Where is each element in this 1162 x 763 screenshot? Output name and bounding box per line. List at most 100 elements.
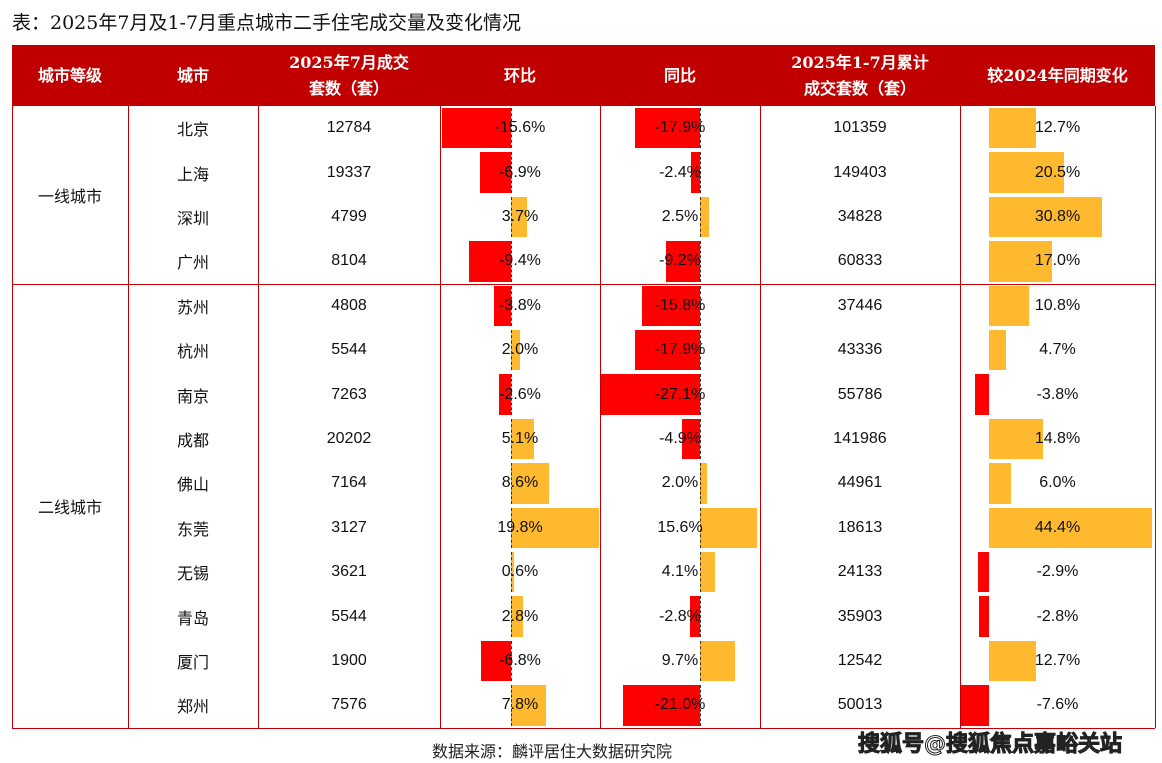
mom-value: -9.4% [499, 252, 541, 270]
cumulative-count: 35903 [837, 607, 883, 625]
yoy-bar [623, 685, 700, 726]
city-name: 成都 [176, 430, 209, 450]
mom-value: -2.6% [499, 385, 541, 403]
yoy-value: -17.9% [654, 341, 706, 359]
mom-bar [511, 418, 534, 460]
chg-value: 44.4% [1034, 518, 1081, 536]
tier-label: 二线城市 [37, 497, 102, 517]
chg-bar [975, 374, 989, 415]
chg-bar [978, 552, 989, 593]
source-note: 数据来源：麟评居住大数据研究院 [432, 742, 673, 761]
city-name: 青岛 [176, 608, 209, 628]
chg-bar [989, 463, 1012, 504]
yoy-axis [700, 640, 701, 682]
tier-label: 一线城市 [37, 186, 102, 206]
yoy-value: -17.9% [654, 119, 706, 137]
cumulative-count: 43336 [837, 341, 883, 359]
column-divider [440, 106, 441, 728]
chg-value: 12.7% [1034, 119, 1081, 137]
mom-value: 2.8% [501, 607, 539, 625]
city-name: 郑州 [176, 697, 209, 717]
mom-value: -3.8% [499, 296, 541, 314]
mom-axis [511, 463, 512, 504]
mom-axis [511, 418, 512, 460]
mom-bar [511, 507, 600, 548]
yoy-value: -27.1% [654, 385, 706, 403]
chg-value: 6.0% [1039, 474, 1076, 492]
chg-bar [989, 108, 1036, 149]
mom-axis [511, 507, 512, 548]
yoy-axis [700, 330, 701, 371]
chg-value: -3.8% [1036, 385, 1079, 403]
cumulative-count: 24133 [837, 563, 883, 581]
mom-axis [511, 640, 512, 682]
chg-value: 12.7% [1034, 651, 1081, 669]
yoy-bar [700, 196, 710, 238]
yoy-axis [700, 463, 701, 504]
cumulative-count: 55786 [837, 385, 883, 403]
column-divider [258, 106, 259, 728]
mom-bar [511, 552, 514, 593]
cumulative-count: 101359 [833, 119, 887, 137]
mom-axis [511, 330, 512, 371]
table-bottom-border [12, 727, 1155, 729]
yoy-bar [601, 374, 700, 415]
column-header: 城市等级 [12, 45, 128, 106]
yoy-value: 15.6% [657, 518, 703, 536]
mom-axis [511, 108, 512, 149]
mom-bar [499, 374, 511, 415]
cumulative-count: 34828 [837, 207, 883, 225]
yoy-value: -21.0% [654, 696, 706, 714]
chg-value: 30.8% [1034, 207, 1081, 225]
mom-value: 8.6% [501, 474, 539, 492]
yoy-axis [700, 108, 701, 149]
city-name: 杭州 [176, 342, 209, 362]
city-name: 深圳 [176, 208, 209, 228]
column-divider [12, 106, 13, 728]
cumulative-count: 44961 [837, 474, 883, 492]
city-name: 上海 [176, 164, 209, 184]
july-count: 7576 [331, 696, 367, 714]
yoy-value: -2.4% [659, 163, 701, 181]
mom-bar [494, 285, 511, 326]
chg-value: 10.8% [1034, 296, 1081, 314]
chg-bar [989, 152, 1065, 193]
yoy-bar [700, 507, 757, 548]
column-header: 同比 [600, 45, 760, 106]
mom-value: 0.6% [501, 563, 539, 581]
column-header: 较2024年同期变化 [960, 45, 1155, 106]
yoy-bar [642, 285, 700, 326]
yoy-bar [666, 241, 700, 282]
yoy-axis [700, 507, 701, 548]
yoy-bar [689, 596, 700, 637]
mom-bar [511, 330, 520, 371]
chg-value: 4.7% [1039, 341, 1076, 359]
chg-bar [989, 640, 1036, 682]
mom-axis [511, 685, 512, 726]
mom-bar [480, 640, 511, 682]
mom-value: 5.1% [501, 429, 539, 447]
city-name: 南京 [176, 386, 209, 406]
chg-value: 17.0% [1034, 252, 1081, 270]
chg-bar [989, 330, 1007, 371]
mom-value: 2.0% [501, 341, 539, 359]
yoy-axis [700, 196, 701, 238]
yoy-bar [700, 640, 736, 682]
city-name: 东莞 [176, 519, 209, 539]
mom-value: 3.7% [501, 207, 539, 225]
chg-bar [989, 507, 1153, 548]
column-header: 环比 [440, 45, 600, 106]
july-count: 5544 [331, 607, 367, 625]
yoy-axis [700, 552, 701, 593]
cumulative-count: 50013 [837, 696, 883, 714]
yoy-bar [700, 463, 708, 504]
july-count: 4799 [331, 207, 367, 225]
mom-bar [441, 108, 511, 149]
yoy-bar [700, 552, 715, 593]
yoy-value: -9.2% [659, 252, 701, 270]
mom-value: 19.8% [497, 518, 543, 536]
chg-bar [961, 685, 989, 726]
chg-value: 20.5% [1034, 163, 1081, 181]
cumulative-count: 37446 [837, 296, 883, 314]
yoy-axis [700, 152, 701, 193]
